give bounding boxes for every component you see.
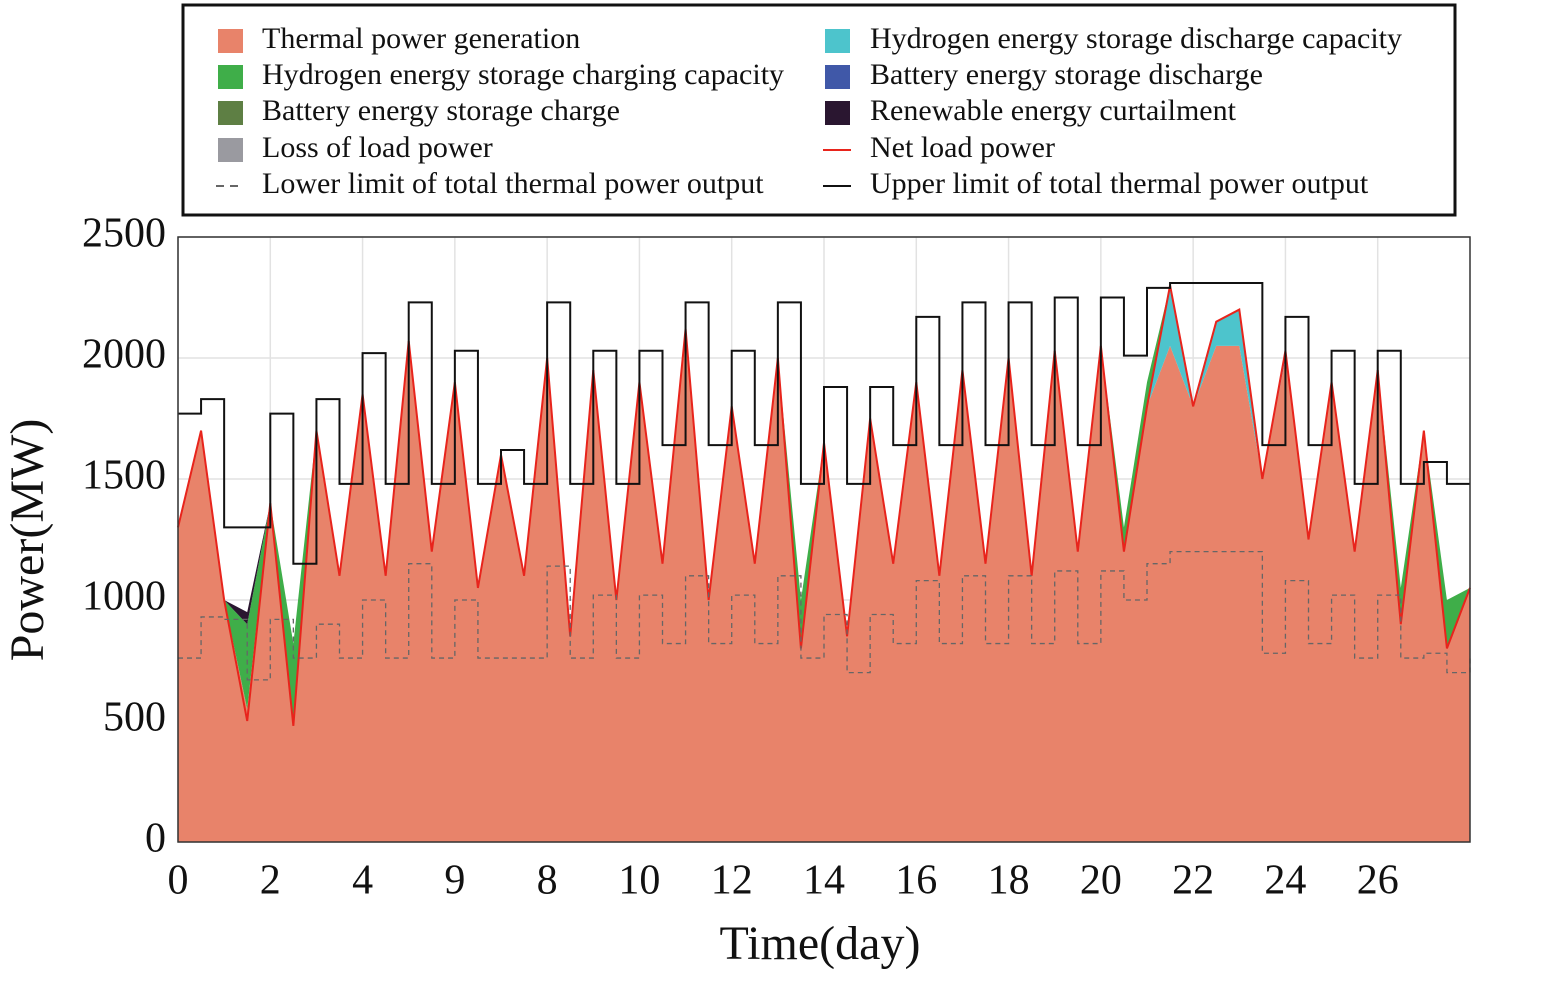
x-tick-label: 22 <box>1172 858 1214 904</box>
legend-label: Battery energy storage charge <box>262 94 620 127</box>
x-tick-label: 18 <box>988 858 1030 904</box>
x-axis-label: Time(day) <box>720 917 921 970</box>
y-tick-label: 1500 <box>82 453 166 499</box>
legend-label: Battery energy storage discharge <box>870 58 1263 91</box>
legend-swatch <box>218 101 243 125</box>
x-tick-label: 4 <box>352 858 373 904</box>
y-tick-label: 2000 <box>82 332 166 378</box>
y-tick-label: 2500 <box>82 211 166 257</box>
legend-label: Thermal power generation <box>262 22 580 55</box>
legend-swatch <box>825 65 850 89</box>
x-tick-label: 24 <box>1264 858 1306 904</box>
x-tick-label: 12 <box>711 858 753 904</box>
x-tick-label: 2 <box>260 858 281 904</box>
legend-label: Upper limit of total thermal power outpu… <box>870 167 1369 200</box>
area <box>178 285 1470 721</box>
x-tick-label: 20 <box>1080 858 1122 904</box>
legend-swatch <box>218 138 243 162</box>
x-tick-label: 26 <box>1357 858 1399 904</box>
legend-label: Renewable energy curtailment <box>870 94 1237 127</box>
legend-label: Hydrogen energy storage charging capacit… <box>262 58 784 91</box>
legend-label: Net load power <box>870 131 1055 164</box>
x-tick-label: 10 <box>618 858 660 904</box>
x-tick-label: 8 <box>537 858 558 904</box>
legend-swatch <box>825 29 850 53</box>
legend-swatch <box>218 65 243 89</box>
x-tick-label: 14 <box>803 858 845 904</box>
x-tick-label: 9 <box>444 858 465 904</box>
legend-label: Lower limit of total thermal power outpu… <box>262 167 764 200</box>
legend-label: Loss of load power <box>262 131 493 164</box>
y-tick-label: 1000 <box>82 574 166 620</box>
legend-swatch <box>825 101 850 125</box>
y-tick-label: 500 <box>103 695 166 741</box>
legend-swatch <box>218 29 243 53</box>
legend-box <box>181 3 1457 217</box>
x-tick-label: 0 <box>168 858 189 904</box>
step-line <box>178 550 1471 681</box>
y-axis-label: Power(MW) <box>1 419 54 662</box>
legend-label: Hydrogen energy storage discharge capaci… <box>870 22 1402 55</box>
y-tick-label: 0 <box>145 816 166 862</box>
plot-frame <box>177 236 1471 843</box>
x-tick-label: 16 <box>895 858 937 904</box>
step-line <box>178 281 1470 565</box>
